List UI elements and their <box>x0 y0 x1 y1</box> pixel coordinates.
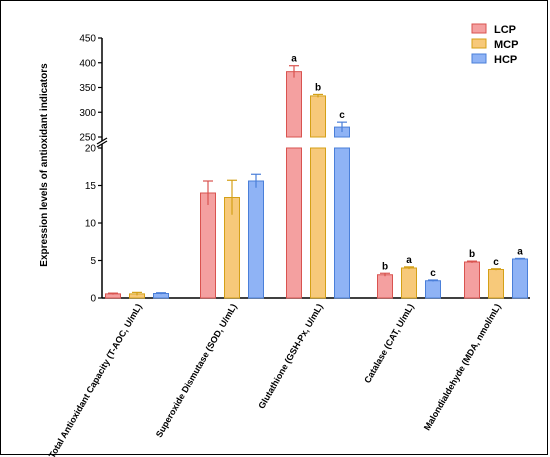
y-tick-label: 400 <box>79 58 96 69</box>
y-tick-label: 20 <box>85 144 97 155</box>
bar <box>286 147 302 299</box>
legend-label: MCP <box>494 39 518 51</box>
y-tick-label: 10 <box>85 219 97 230</box>
legend-label: HCP <box>494 54 517 66</box>
category-label: Catalase (CAT, U/mL) <box>362 302 416 385</box>
legend-label: LCP <box>494 24 516 36</box>
bar <box>488 269 504 299</box>
bar <box>310 95 326 138</box>
legend-swatch <box>471 23 487 34</box>
significance-label: c <box>430 268 436 279</box>
bar <box>401 267 417 299</box>
significance-label: a <box>291 54 297 65</box>
y-tick-label: 350 <box>79 83 96 94</box>
significance-label: b <box>315 82 321 93</box>
bar <box>334 147 350 299</box>
category-label: Superoxide Dismutase (SOD, U/mL) <box>154 302 239 439</box>
bar <box>286 71 302 138</box>
bar <box>512 258 528 299</box>
significance-label: b <box>469 249 475 260</box>
bar <box>377 274 393 299</box>
bar <box>464 261 480 299</box>
y-tick-label: 0 <box>90 294 96 305</box>
y-tick-label: 15 <box>85 181 97 192</box>
bar <box>425 280 441 299</box>
y-tick-label: 5 <box>90 256 96 267</box>
y-axis-label: Expression levels of antioxidant indicat… <box>39 63 50 267</box>
significance-label: a <box>517 246 523 257</box>
significance-label: b <box>382 261 388 272</box>
y-axis-break-mark <box>96 140 108 148</box>
bar <box>310 147 326 299</box>
legend-swatch <box>471 38 487 49</box>
y-tick-label: 300 <box>79 108 96 119</box>
bar <box>200 192 216 299</box>
bar <box>248 180 264 299</box>
legend-swatch <box>471 53 487 64</box>
category-label: Total Antioxidant Capacity (T-AOC, U/mL) <box>47 302 144 457</box>
category-label: Malondialdehyde (MDA, nmol/mL) <box>422 302 503 432</box>
category-label: Glutathione (GSH-Px, U/mL) <box>256 302 324 411</box>
significance-label: a <box>406 255 412 266</box>
significance-label: c <box>339 110 345 121</box>
y-tick-label: 250 <box>79 133 96 144</box>
y-tick-label: 450 <box>79 34 96 45</box>
significance-label: c <box>493 257 499 268</box>
y-axis-break-mark <box>96 137 108 145</box>
